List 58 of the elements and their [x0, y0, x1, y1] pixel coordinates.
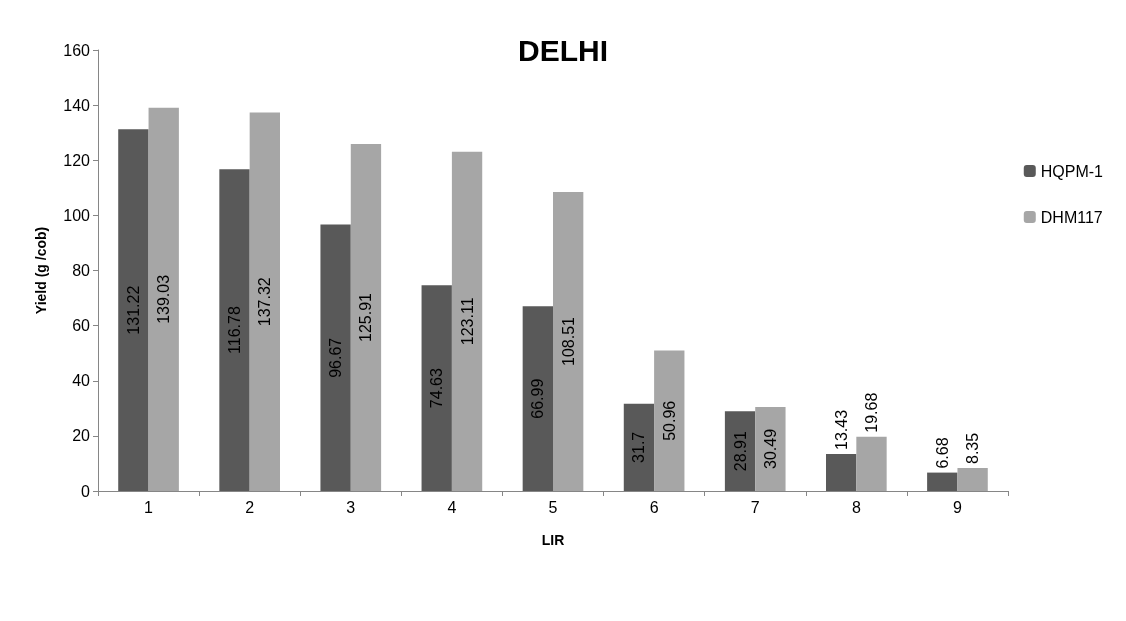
data-label: 6.68	[933, 437, 951, 469]
chart-title: DELHI	[518, 33, 608, 67]
data-label: 50.96	[660, 400, 678, 441]
bar	[654, 350, 685, 491]
bar	[826, 453, 857, 491]
bar	[118, 129, 149, 491]
y-tick-label: 60	[72, 317, 91, 335]
data-label: 19.68	[863, 392, 880, 433]
legend-label: DHM117	[1040, 208, 1103, 226]
data-label: 30.49	[761, 428, 779, 469]
y-tick-label: 140	[63, 96, 91, 114]
y-tick-label: 120	[63, 151, 91, 169]
data-label: 13.43	[832, 409, 850, 450]
bar	[350, 143, 382, 491]
data-label: 137.32	[256, 277, 274, 327]
data-label: 131.22	[124, 285, 142, 335]
x-tick-label: 4	[447, 498, 457, 516]
x-tick-label: 1	[144, 498, 154, 516]
data-label: 28.91	[731, 431, 749, 472]
x-tick-label: 2	[245, 498, 255, 516]
bar	[957, 467, 988, 491]
y-tick-label: 160	[63, 41, 91, 59]
bar	[451, 151, 483, 491]
x-tick-label: 7	[750, 498, 760, 516]
bar	[249, 112, 280, 491]
x-axis-title: LIR	[541, 532, 565, 548]
data-label: 8.35	[964, 432, 982, 464]
bar	[755, 406, 786, 491]
data-label: 74.63	[428, 368, 446, 409]
data-label: 139.03	[155, 274, 173, 324]
bar	[927, 472, 958, 491]
bar	[421, 285, 452, 491]
x-tick-label: 6	[649, 498, 659, 516]
bar	[320, 224, 351, 491]
y-axis-title: Yield (g /cob)	[33, 226, 49, 315]
data-label: 125.91	[357, 292, 375, 342]
bar	[623, 403, 655, 491]
bar	[219, 169, 250, 491]
data-label: 123.11	[458, 297, 476, 346]
y-tick-label: 20	[72, 427, 91, 445]
bar	[148, 107, 179, 491]
x-tick-label: 3	[346, 498, 356, 516]
x-tick-label: 5	[548, 498, 558, 516]
data-label: 31.7	[630, 431, 648, 463]
y-tick-label: 0	[81, 482, 91, 500]
legend-label: HQPM-1	[1040, 162, 1104, 180]
bar	[522, 306, 553, 491]
y-tick-label: 40	[72, 372, 91, 390]
x-tick-label: 9	[952, 498, 962, 516]
y-tick-label: 100	[63, 206, 91, 224]
bar	[856, 436, 887, 491]
data-label: 116.78	[226, 306, 243, 354]
data-label: 66.99	[529, 378, 547, 419]
x-tick-label: 8	[851, 498, 861, 516]
y-tick-label: 80	[72, 262, 91, 279]
data-label: 108.51	[559, 316, 577, 366]
bar	[553, 191, 584, 491]
data-label: 96.67	[327, 337, 345, 378]
